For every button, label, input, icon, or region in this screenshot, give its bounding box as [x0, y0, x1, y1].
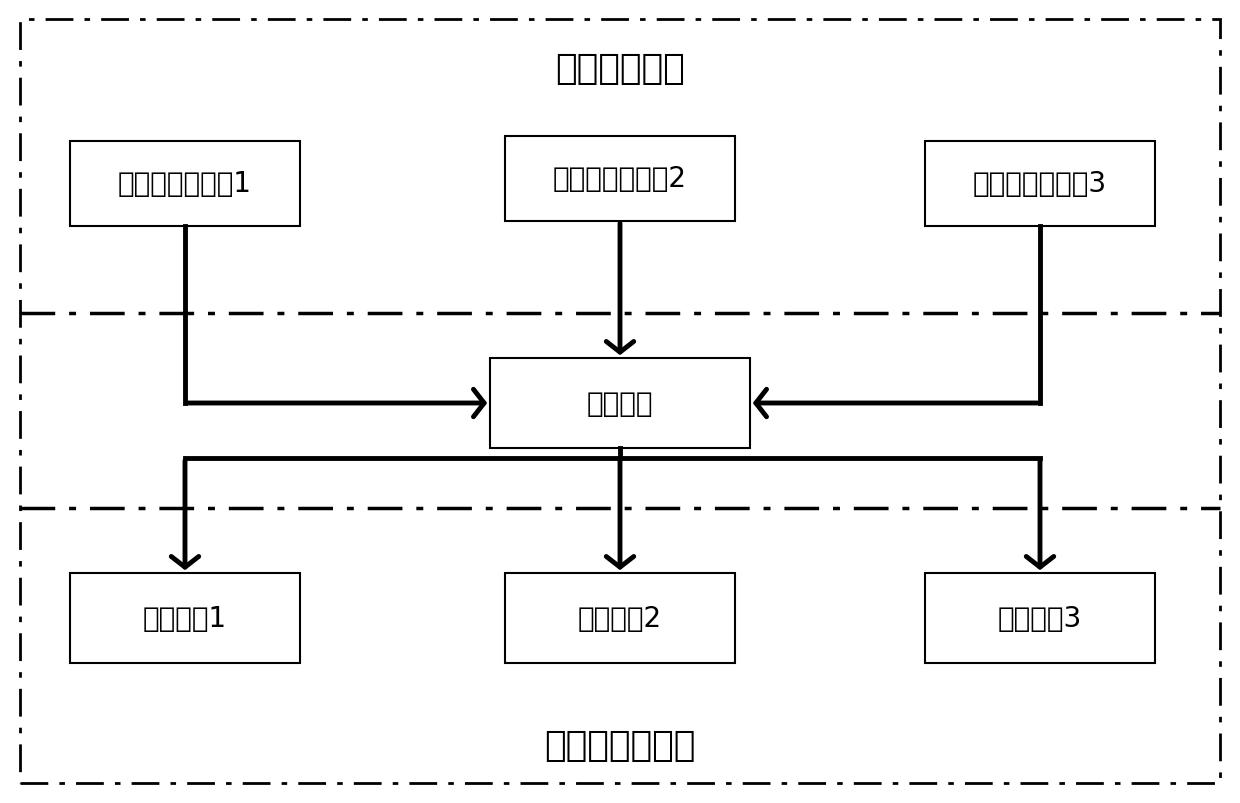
Bar [925, 141, 1154, 226]
Text: 加载部署: 加载部署 [587, 389, 653, 418]
Text: 多态实例1: 多态实例1 [143, 604, 227, 632]
Bar [505, 137, 735, 221]
Text: 多态数据库版本2: 多态数据库版本2 [553, 165, 687, 193]
Bar [505, 573, 735, 663]
Text: 分布式云存贮: 分布式云存贮 [556, 52, 684, 86]
Text: 多态实例2: 多态实例2 [578, 604, 662, 632]
Text: 云服务基础平台: 云服务基础平台 [544, 728, 696, 762]
Bar [69, 141, 300, 226]
Text: 多态数据库版本3: 多态数据库版本3 [973, 169, 1107, 198]
Bar [490, 359, 750, 448]
Text: 多态实例3: 多态实例3 [998, 604, 1083, 632]
Text: 多态数据库版本1: 多态数据库版本1 [118, 169, 252, 198]
Bar [69, 573, 300, 663]
Bar [925, 573, 1154, 663]
